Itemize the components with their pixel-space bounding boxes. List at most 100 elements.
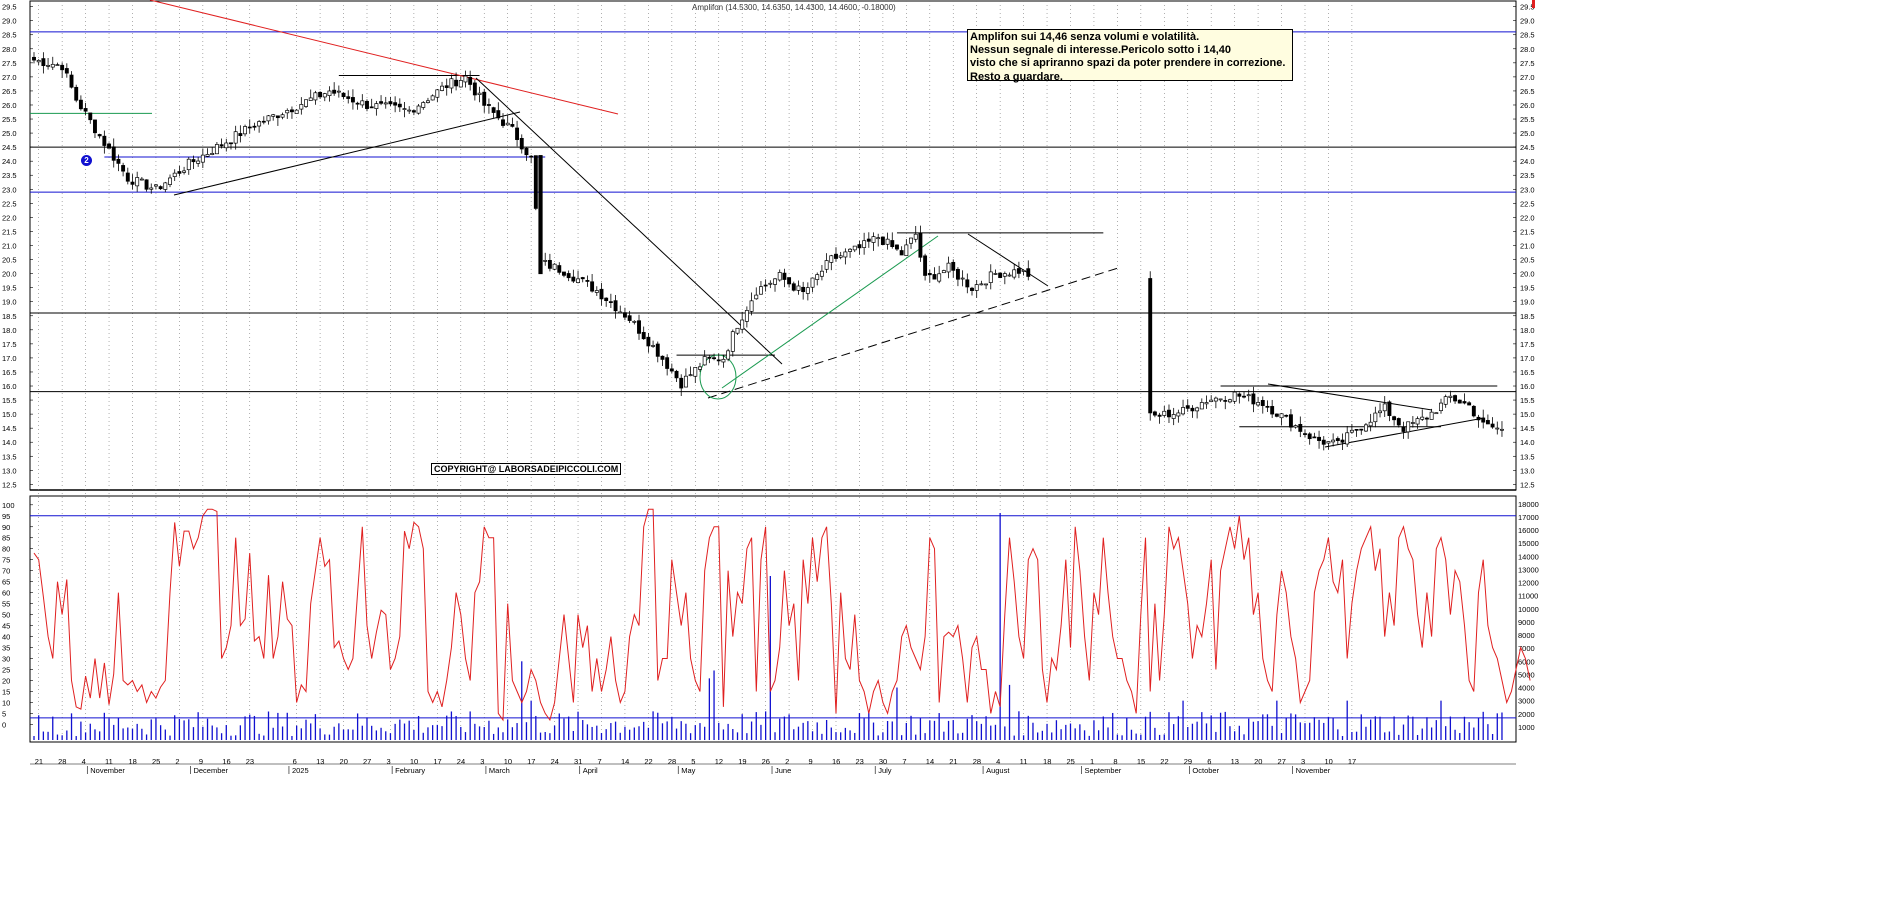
candle-body: [740, 319, 745, 330]
candle-body: [491, 107, 496, 113]
x-tick-label: 28: [58, 757, 66, 766]
candle-body: [402, 108, 407, 110]
candle-body: [238, 133, 243, 137]
candle-body: [271, 114, 276, 117]
candle-body: [660, 355, 665, 360]
candle-body: [763, 284, 768, 287]
candle-body: [1331, 439, 1336, 443]
candle-body: [444, 85, 449, 88]
candle-body: [247, 126, 252, 129]
candle-body: [1270, 406, 1275, 415]
price-panel-frame: [29, 0, 1517, 491]
x-tick-label: 16: [832, 757, 840, 766]
candle-body: [191, 159, 196, 163]
candle-body: [135, 177, 140, 187]
candle-body: [397, 103, 402, 108]
candle-body: [266, 115, 271, 122]
candle-body: [1279, 413, 1284, 419]
candle-body: [988, 271, 993, 283]
x-tick-label: 8: [1113, 757, 1117, 766]
price-tick-label-left: 24.0: [2, 157, 17, 166]
candle-body: [318, 91, 323, 98]
volume-tick-label: 1000: [1518, 723, 1535, 732]
candle-body: [1434, 412, 1439, 415]
price-tick-label-right: 12.5: [1520, 480, 1535, 489]
candle-body: [1148, 278, 1153, 414]
candle-body: [974, 284, 979, 291]
month-label: October: [1192, 766, 1219, 775]
candle-body: [651, 345, 656, 347]
x-tick-label: 5: [691, 757, 695, 766]
price-tick-label-right: 24.0: [1520, 157, 1535, 166]
candle-body: [182, 170, 187, 173]
candle-body: [1218, 398, 1223, 401]
price-tick-label-left: 16.0: [2, 382, 17, 391]
x-tick-label: 10: [504, 757, 512, 766]
candle-body: [744, 310, 749, 322]
price-tick-label-right: 23.5: [1520, 171, 1535, 180]
candle-body: [1453, 395, 1458, 402]
x-tick-label: 15: [1137, 757, 1145, 766]
candle-body: [913, 233, 918, 240]
candle-body: [890, 240, 895, 247]
red-resistance-line: [149, 0, 619, 115]
candle-body: [627, 315, 632, 321]
price-tick-label-right: 15.0: [1520, 410, 1535, 419]
month-label: June: [775, 766, 791, 775]
oscillator-tick-label: 25: [2, 666, 10, 675]
price-tick-label-right: 21.5: [1520, 227, 1535, 236]
price-tick-label-left: 25.5: [2, 115, 17, 124]
candle-body: [909, 237, 913, 244]
oscillator-tick-label: 100: [2, 501, 15, 510]
candle-body: [721, 358, 726, 363]
candle-body: [852, 245, 857, 251]
month-label: August: [986, 766, 1010, 775]
candle-body: [824, 260, 829, 270]
candle-body: [1162, 410, 1167, 416]
x-tick-label: 21: [35, 757, 43, 766]
price-tick-label-right: 13.0: [1520, 466, 1535, 475]
gap-candle: [538, 155, 543, 275]
candle-body: [1321, 439, 1326, 445]
candle-body: [758, 286, 763, 295]
price-tick-label-right: 27.0: [1520, 73, 1535, 82]
x-tick-label: 27: [1278, 757, 1286, 766]
green-channel-line: [721, 235, 939, 389]
candle-body: [257, 121, 262, 127]
candle-body: [233, 131, 238, 144]
month-label: July: [878, 766, 892, 775]
support-trendline: [173, 111, 521, 196]
candle-body: [97, 134, 102, 137]
x-tick-label: 24: [551, 757, 559, 766]
x-tick-label: 16: [222, 757, 230, 766]
candle-body: [1340, 439, 1345, 443]
x-tick-label: 22: [644, 757, 652, 766]
price-tick-label-left: 15.0: [2, 410, 17, 419]
candle-body: [482, 91, 487, 106]
candle-body: [229, 142, 233, 145]
x-tick-label: 24: [457, 757, 465, 766]
candle-body: [290, 109, 294, 113]
candle-body: [895, 244, 899, 250]
candle-body: [632, 320, 637, 323]
price-tick-label-right: 22.0: [1520, 213, 1535, 222]
candle-body: [960, 277, 965, 280]
candle-body: [735, 327, 740, 334]
candle-body: [941, 270, 946, 274]
candle-body: [599, 288, 604, 300]
x-tick-label: 17: [527, 757, 535, 766]
candle-body: [41, 58, 46, 67]
green-circle-highlight: [699, 354, 737, 400]
volume-tick-label: 3000: [1518, 697, 1535, 706]
candle-body: [1195, 407, 1200, 412]
price-tick-label-right: 14.0: [1520, 438, 1535, 447]
oscillator-tick-label: 50: [2, 611, 10, 620]
x-tick-label: 3: [386, 757, 390, 766]
oscillator-tick-label: 95: [2, 512, 10, 521]
candle-body: [1439, 402, 1443, 412]
candle-body: [36, 60, 41, 63]
candle-body: [613, 300, 618, 312]
candle-body: [1406, 421, 1411, 433]
volume-tick-label: 7000: [1518, 644, 1535, 653]
